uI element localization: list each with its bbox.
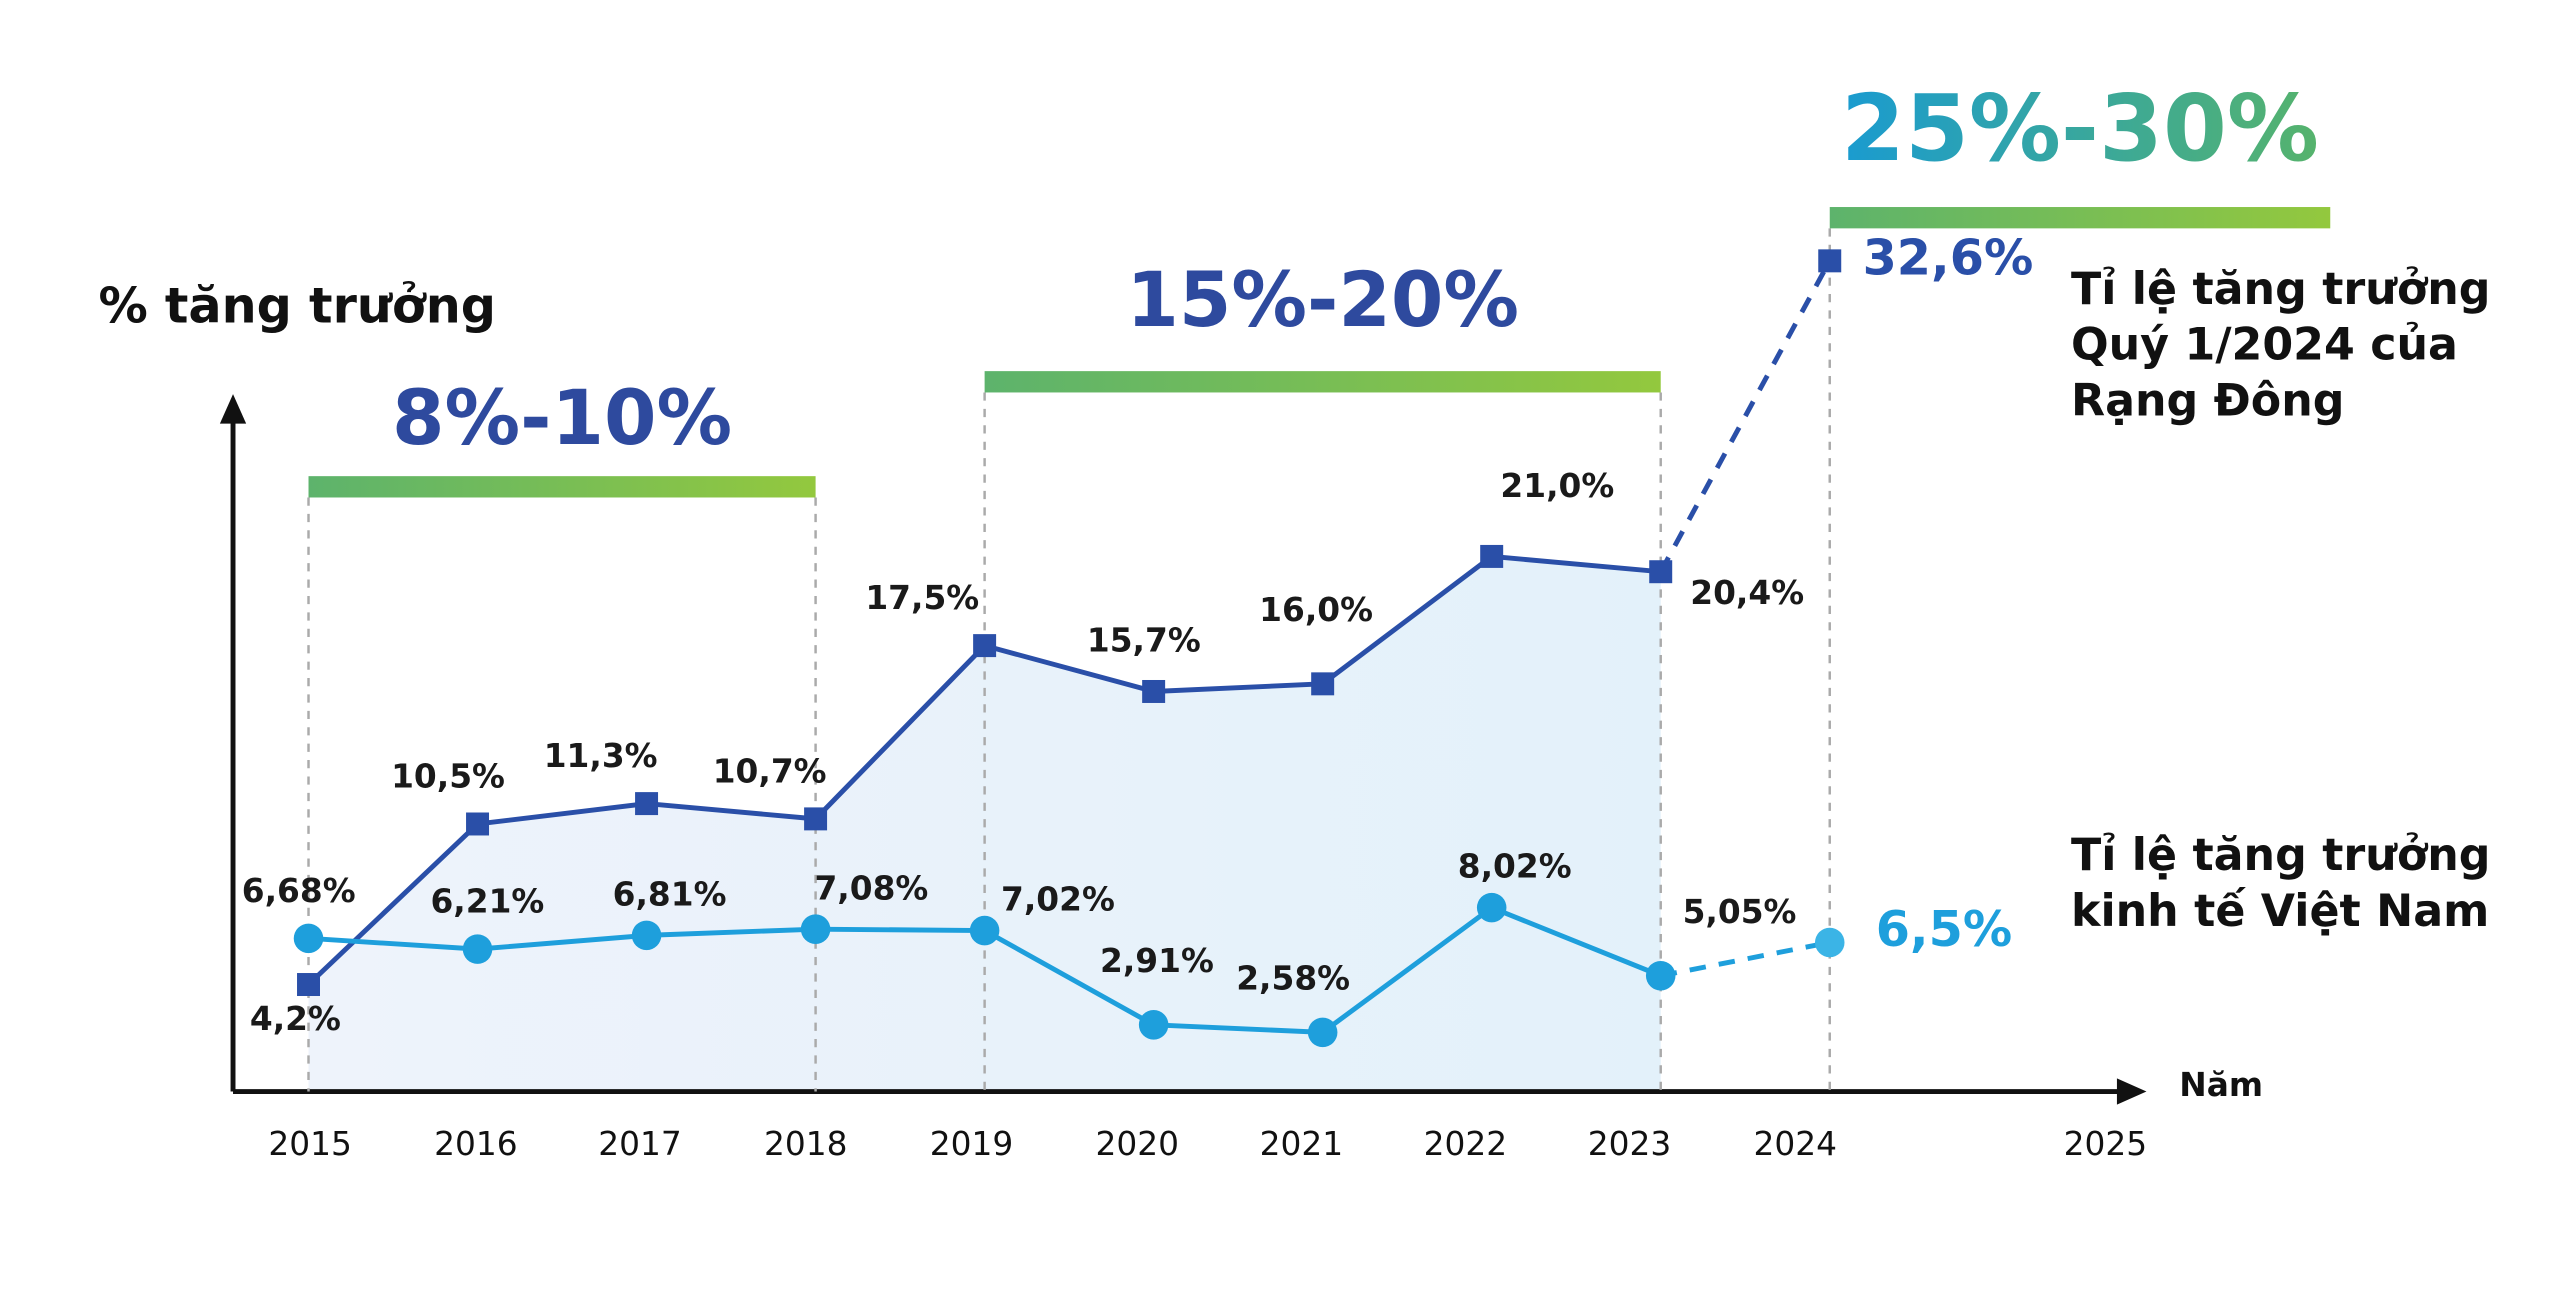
point [462, 934, 493, 964]
value-label: 7,02% [1001, 881, 1115, 919]
y-axis-label: % tăng trưởng [98, 276, 496, 334]
value-label: 11,3% [544, 737, 658, 775]
value-label: 6,68% [242, 872, 356, 910]
value-label: 7,08% [814, 869, 928, 907]
value-label: 20,4% [1690, 574, 1804, 612]
legend-1: Tỉ lệ tăng trưởng Quý 1/2024 của Rạng Đô… [2070, 264, 2491, 427]
band-label: 8%-10% [392, 374, 732, 462]
point [635, 792, 659, 816]
x-arrow [2116, 1078, 2147, 1105]
point [1818, 249, 1842, 273]
x-tick-label: 2022 [1424, 1125, 1508, 1163]
value-label: 6,5% [1876, 900, 2013, 958]
x-tick-label: 2016 [434, 1125, 518, 1163]
x-tick-label: 2015 [268, 1125, 352, 1163]
point [631, 920, 662, 951]
point [973, 634, 997, 658]
series-line-projection [1658, 259, 1832, 573]
point [1307, 1017, 1338, 1048]
x-tick-label: 2023 [1588, 1125, 1672, 1163]
point [466, 812, 490, 836]
value-label: 10,5% [391, 758, 505, 796]
value-label: 8,02% [1458, 848, 1572, 886]
band-label: 25%-30% [1841, 75, 2319, 182]
x-tick-label: 2019 [930, 1125, 1014, 1163]
point [969, 915, 1000, 946]
point [1138, 1010, 1169, 1040]
y-arrow [219, 394, 247, 424]
value-label: 6,21% [430, 883, 544, 921]
value-label: 15,7% [1087, 622, 1201, 660]
value-label: 6,81% [613, 875, 727, 913]
point [1645, 960, 1676, 991]
point [293, 923, 324, 954]
x-axis-label: Năm [2179, 1066, 2263, 1104]
band-bar [1829, 207, 2331, 229]
point [1814, 927, 1845, 958]
value-label: 2,58% [1236, 959, 1350, 997]
point [1480, 544, 1504, 568]
band-bar [984, 371, 1661, 393]
value-label: 2,91% [1100, 942, 1214, 980]
x-tick-label: 2024 [1754, 1125, 1838, 1163]
x-tick-label: 2018 [764, 1125, 848, 1163]
legend-text: Tỉ lệ tăng trưởng kinh tế Việt Nam [2070, 830, 2491, 938]
value-label: 32,6% [1863, 228, 2034, 286]
legend-text: Tỉ lệ tăng trưởng Quý 1/2024 của Rạng Đô… [2070, 264, 2491, 427]
value-label: 10,7% [713, 752, 827, 790]
x-tick-label: 2017 [598, 1125, 682, 1163]
value-label: 5,05% [1683, 893, 1797, 931]
point [800, 914, 831, 944]
value-label: 4,2% [250, 1000, 341, 1038]
value-label: 17,5% [865, 579, 979, 617]
point [1476, 892, 1507, 923]
band-bar [308, 476, 816, 498]
band-label: 15%-20% [1126, 256, 1519, 344]
legend-2: Tỉ lệ tăng trưởng kinh tế Việt Nam [2070, 830, 2491, 938]
point [1311, 672, 1335, 696]
point [297, 973, 320, 997]
x-tick-label: 2020 [1095, 1125, 1179, 1163]
point [1142, 679, 1166, 703]
point [1649, 560, 1673, 584]
value-label: 21,0% [1500, 467, 1614, 505]
x-tick-label: 2025 [2064, 1125, 2148, 1163]
x-tick-label: 2021 [1260, 1125, 1344, 1163]
value-label: 16,0% [1259, 591, 1373, 629]
point [804, 807, 828, 831]
series-line-projection [1660, 940, 1831, 979]
